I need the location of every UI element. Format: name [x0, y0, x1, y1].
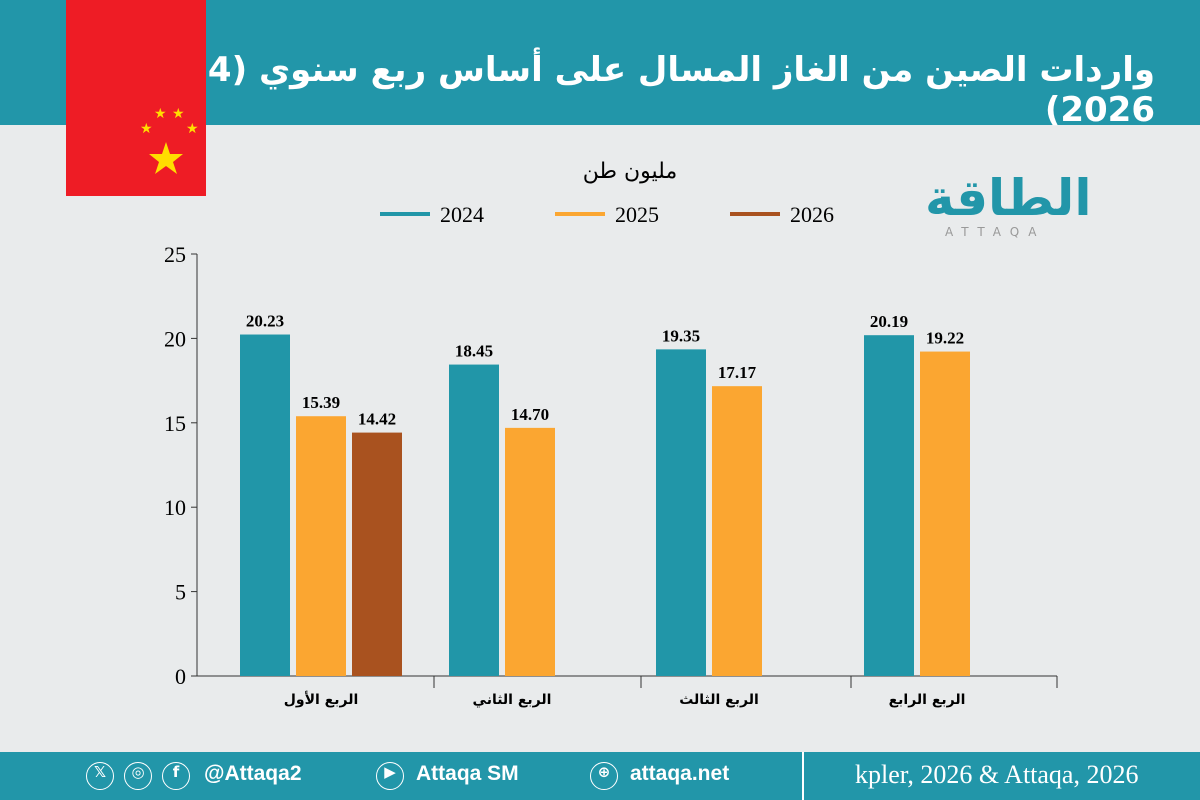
- svg-text:ATTAQA: ATTAQA: [945, 225, 1045, 239]
- bar-2024: [449, 364, 499, 676]
- x-category-label: الربع الثاني: [473, 692, 552, 708]
- data-label: 15.39: [302, 393, 340, 412]
- y-axis-unit: مليون طن: [583, 159, 677, 184]
- data-label: 18.45: [455, 342, 493, 361]
- bar-2024: [864, 335, 914, 676]
- facebook-icon[interactable]: f: [162, 762, 190, 790]
- data-label: 17.17: [718, 363, 757, 382]
- svg-text:★: ★: [172, 107, 185, 122]
- legend-label-2025: 2025: [615, 202, 659, 227]
- youtube-icon[interactable]: ▶: [376, 762, 404, 790]
- web-icon[interactable]: ⊕: [590, 762, 618, 790]
- china-flag: ★ ★ ★ ★: [66, 0, 206, 196]
- bar-2025: [712, 386, 762, 676]
- y-tick-label: 5: [175, 580, 186, 605]
- svg-text:★: ★: [154, 107, 167, 122]
- x-category-label: الربع الرابع: [889, 692, 966, 708]
- data-label: 19.22: [926, 329, 964, 348]
- x-category-label: الربع الثالث: [679, 692, 759, 708]
- divider: [802, 752, 804, 800]
- legend-label-2026: 2026: [790, 202, 834, 227]
- bar-2024: [240, 334, 290, 676]
- data-label: 20.19: [870, 312, 908, 331]
- bar-2026: [352, 432, 402, 676]
- y-tick-label: 25: [164, 242, 186, 267]
- bar-2024: [656, 349, 706, 676]
- y-tick-label: 20: [164, 326, 186, 351]
- x-icon[interactable]: 𝕏: [86, 762, 114, 790]
- svg-text:★: ★: [186, 122, 199, 137]
- data-label: 14.42: [358, 410, 396, 429]
- x-category-label: الربع الأول: [284, 691, 359, 708]
- youtube-channel[interactable]: Attaqa SM: [416, 762, 519, 785]
- y-tick-label: 15: [164, 411, 186, 436]
- social-handle[interactable]: @Attaqa2: [204, 762, 302, 785]
- y-tick-label: 10: [164, 495, 186, 520]
- footer: 𝕏 ◎ f @Attaqa2 ▶ Attaqa SM ⊕ attaqa.net …: [0, 752, 1200, 800]
- bar-2025: [505, 427, 555, 676]
- data-label: 19.35: [662, 326, 700, 345]
- bar-2025: [296, 416, 346, 676]
- y-tick-label: 0: [175, 664, 186, 689]
- data-label: 20.23: [246, 312, 284, 331]
- legend-label-2024: 2024: [440, 202, 484, 227]
- instagram-icon[interactable]: ◎: [124, 762, 152, 790]
- source-text: kpler, 2026 & Attaqa, 2026: [855, 760, 1139, 789]
- svg-text:الطاقة: الطاقة: [925, 169, 1091, 227]
- data-label: 14.70: [511, 405, 549, 424]
- svg-text:★: ★: [140, 122, 153, 137]
- bar-2025: [920, 351, 970, 676]
- flag-stars-icon: ★ ★ ★ ★: [140, 107, 199, 174]
- website-link[interactable]: attaqa.net: [630, 762, 730, 785]
- attaqa-logo: الطاقة ATTAQA: [925, 169, 1091, 239]
